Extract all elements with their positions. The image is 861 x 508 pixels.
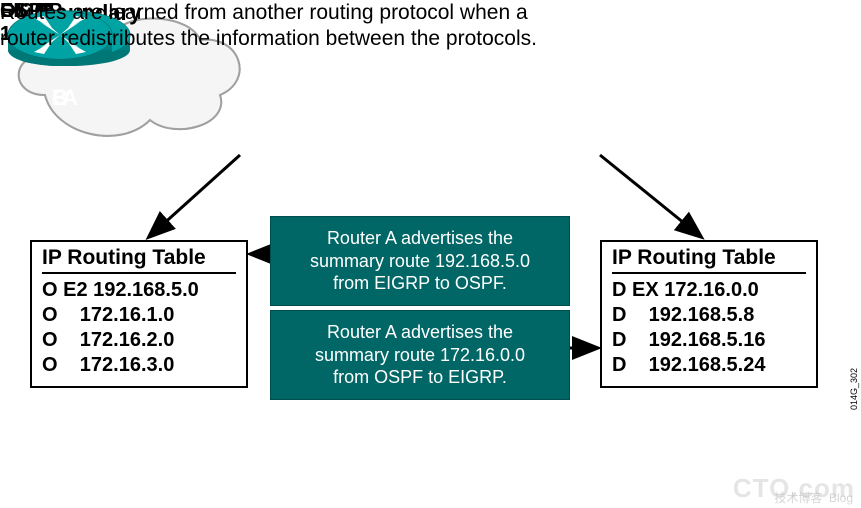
routing-table-left: IP Routing Table O E2 192.168.5.0O 172.1…	[30, 240, 248, 388]
caption-text: Routes are learned from another routing …	[0, 0, 537, 53]
routing-table-left-title: IP Routing Table	[42, 246, 236, 274]
routing-table-right-rows: D EX 172.16.0.0D 192.168.5.8D 192.168.5.…	[612, 278, 806, 378]
table-row: D 192.168.5.8	[612, 303, 806, 328]
image-id: 014G_302	[849, 368, 859, 410]
table-row: D 192.168.5.24	[612, 353, 806, 378]
table-row: O 172.16.3.0	[42, 353, 236, 378]
info-box-ospf-to-eigrp: Router A advertises the summary route 17…	[270, 310, 570, 400]
arrow-b-to-right-table	[600, 155, 700, 236]
routing-table-left-rows: O E2 192.168.5.0O 172.16.1.0O 172.16.2.0…	[42, 278, 236, 378]
table-row: O 172.16.2.0	[42, 328, 236, 353]
routing-table-right-title: IP Routing Table	[612, 246, 806, 274]
info-box-bottom-text: Router A advertises the summary route 17…	[315, 322, 525, 387]
routing-table-right: IP Routing Table D EX 172.16.0.0D 192.16…	[600, 240, 818, 388]
table-row: O E2 192.168.5.0	[42, 278, 236, 303]
arrow-c-to-left-table	[150, 155, 240, 236]
table-row: D EX 172.16.0.0	[612, 278, 806, 303]
table-row: O 172.16.1.0	[42, 303, 236, 328]
router-b-letter: B	[0, 85, 120, 111]
table-row: D 192.168.5.16	[612, 328, 806, 353]
watermark-sub: 技术博客 Blog	[774, 489, 853, 506]
info-box-top-text: Router A advertises the summary route 19…	[310, 228, 530, 293]
info-box-eigrp-to-ospf: Router A advertises the summary route 19…	[270, 216, 570, 306]
